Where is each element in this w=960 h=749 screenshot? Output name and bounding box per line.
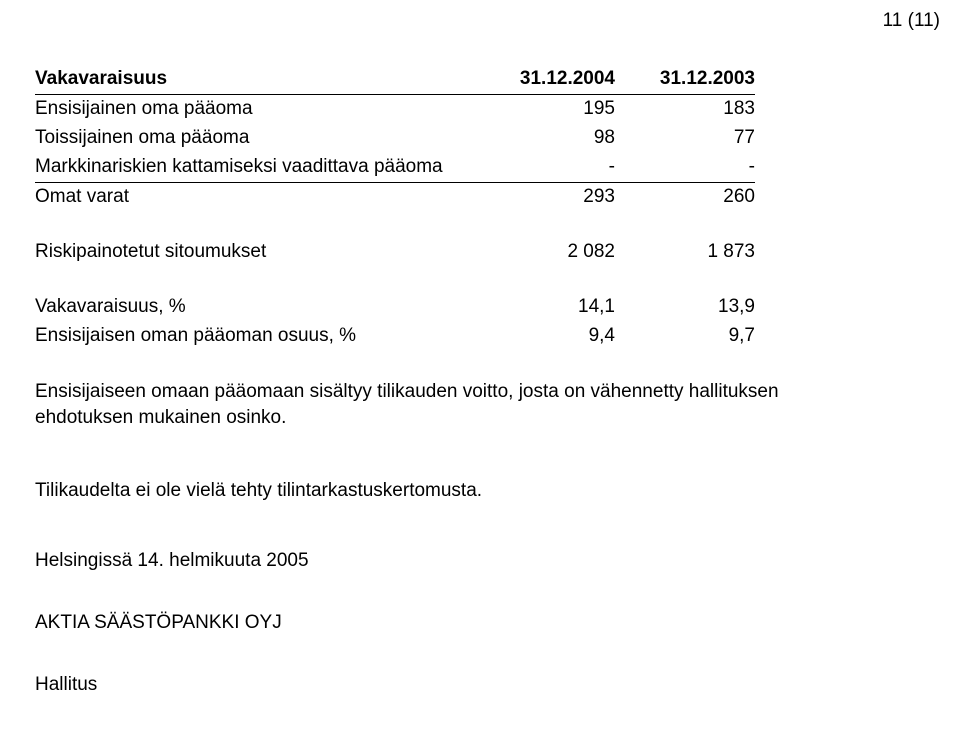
page: 11 (11) Vakavaraisuus 31.12.2004 31.12.2… xyxy=(0,0,960,749)
table-row: Ensisijainen oma pääoma 195 183 xyxy=(35,95,755,125)
signature-place-date: Helsingissä 14. helmikuuta 2005 xyxy=(35,550,910,572)
row-value: 13,9 xyxy=(615,293,755,322)
row-value: 195 xyxy=(475,95,615,125)
table-title: Vakavaraisuus xyxy=(35,65,475,95)
row-value: - xyxy=(615,153,755,183)
table-row: Toissijainen oma pääoma 98 77 xyxy=(35,124,755,153)
row-label: Omat varat xyxy=(35,183,475,213)
company-name: AKTIA SÄÄSTÖPANKKI OYJ xyxy=(35,612,910,634)
row-value: 183 xyxy=(615,95,755,125)
row-value: 2 082 xyxy=(475,238,615,267)
table-row: Markkinariskien kattamiseksi vaadittava … xyxy=(35,153,755,183)
table-row: Ensisijaisen oman pääoman osuus, % 9,4 9… xyxy=(35,322,755,351)
row-value: 98 xyxy=(475,124,615,153)
row-value: 14,1 xyxy=(475,293,615,322)
main-table: Vakavaraisuus 31.12.2004 31.12.2003 Ensi… xyxy=(35,65,755,212)
row-value: 260 xyxy=(615,183,755,213)
risk-table: Riskipainotetut sitoumukset 2 082 1 873 xyxy=(35,238,755,267)
row-value: - xyxy=(475,153,615,183)
row-value: 9,7 xyxy=(615,322,755,351)
table-col2-header: 31.12.2003 xyxy=(615,65,755,95)
board-label: Hallitus xyxy=(35,674,910,696)
page-number: 11 (11) xyxy=(883,10,940,32)
note-paragraph: Ensisijaiseen omaan pääomaan sisältyy ti… xyxy=(35,379,795,430)
content: Vakavaraisuus 31.12.2004 31.12.2003 Ensi… xyxy=(35,65,910,696)
row-value: 293 xyxy=(475,183,615,213)
row-label: Toissijainen oma pääoma xyxy=(35,124,475,153)
row-value: 9,4 xyxy=(475,322,615,351)
table-sum-row: Omat varat 293 260 xyxy=(35,183,755,213)
row-label: Markkinariskien kattamiseksi vaadittava … xyxy=(35,153,475,183)
row-label: Riskipainotetut sitoumukset xyxy=(35,238,475,267)
row-value: 77 xyxy=(615,124,755,153)
table-col1-header: 31.12.2004 xyxy=(475,65,615,95)
table-header-row: Vakavaraisuus 31.12.2004 31.12.2003 xyxy=(35,65,755,95)
row-label: Vakavaraisuus, % xyxy=(35,293,475,322)
table-row: Riskipainotetut sitoumukset 2 082 1 873 xyxy=(35,238,755,267)
row-label: Ensisijainen oma pääoma xyxy=(35,95,475,125)
table-row: Vakavaraisuus, % 14,1 13,9 xyxy=(35,293,755,322)
row-label: Ensisijaisen oman pääoman osuus, % xyxy=(35,322,475,351)
audit-note: Tilikaudelta ei ole vielä tehty tilintar… xyxy=(35,480,910,502)
ratio-table: Vakavaraisuus, % 14,1 13,9 Ensisijaisen … xyxy=(35,293,755,351)
row-value: 1 873 xyxy=(615,238,755,267)
